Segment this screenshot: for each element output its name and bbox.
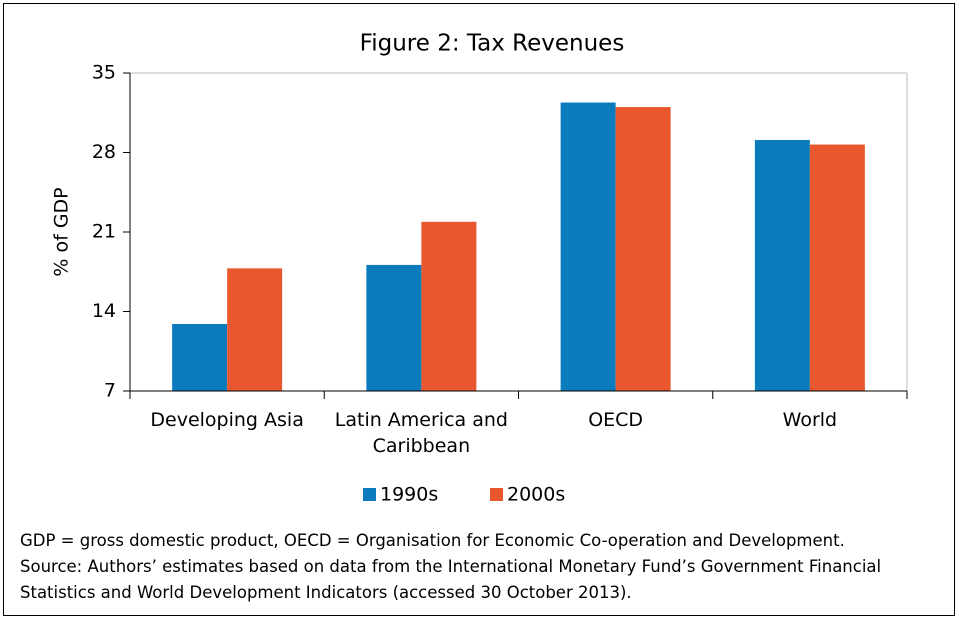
footnote: GDP = gross domestic product, OECD = Org… [20,531,845,550]
legend-label: 1990s [380,484,438,506]
footnote: Source: Authors’ estimates based on data… [20,557,882,576]
y-tick-label: 35 [92,62,116,84]
x-tick-label: World [782,409,838,431]
bar [754,140,810,391]
chart-title: Figure 2: Tax Revenues [360,31,625,57]
bar [560,102,616,392]
y-tick-label: 14 [92,300,116,322]
bar [172,323,228,391]
bar [809,144,865,391]
legend-swatch [490,488,503,501]
bar [366,264,422,391]
footnote: Statistics and World Development Indicat… [20,583,632,602]
y-axis-label: % of GDP [51,187,73,276]
x-tick-label: Latin America and Caribbean [334,409,508,457]
legend-label: 2000s [507,484,565,506]
y-tick-label: 21 [92,221,116,243]
y-tick-label: 28 [92,141,116,163]
y-tick-label: 7 [104,380,116,402]
legend-swatch [363,488,376,501]
bar [227,268,283,391]
bar [615,107,671,392]
x-tick-label: OECD [588,409,644,431]
x-tick-label: Developing Asia [150,409,304,431]
bar [421,221,477,391]
figure-border [3,3,955,616]
